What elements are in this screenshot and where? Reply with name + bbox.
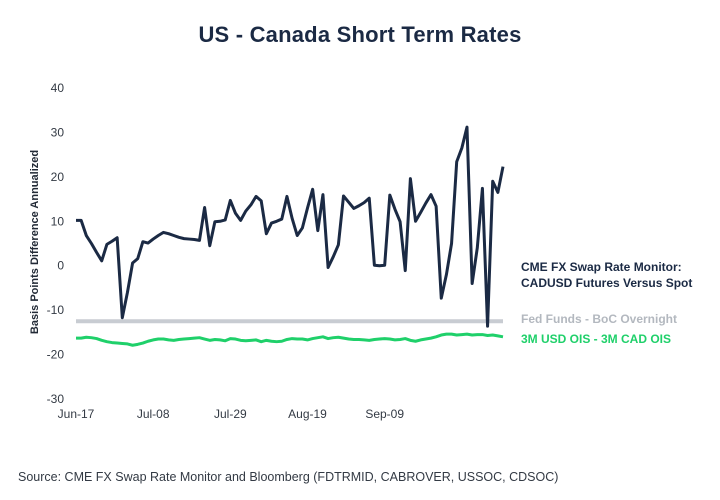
legend: CME FX Swap Rate Monitor: CADUSD Futures …	[521, 260, 692, 346]
y-tick-label: -10	[47, 303, 65, 317]
legend-futures: CME FX Swap Rate Monitor: CADUSD Futures …	[521, 260, 692, 290]
y-tick-label: 0	[57, 259, 64, 273]
y-tick-label: 40	[51, 81, 65, 95]
y-tick-label: 20	[51, 170, 65, 184]
x-tick-label: Jul-08	[137, 407, 170, 421]
y-axis-title: Basis Points Difference Annualized	[29, 150, 41, 334]
legend-ois: 3M USD OIS - 3M CAD OIS	[521, 332, 671, 346]
y-tick-label: 10	[51, 214, 65, 228]
x-tick-label: Jul-29	[214, 407, 247, 421]
x-axis: Jun-17 Jul-08 Jul-29 Aug-19 Sep-09	[58, 407, 405, 421]
x-tick-label: Jun-17	[58, 407, 95, 421]
chart-title: US - Canada Short Term Rates	[198, 22, 522, 47]
y-tick-label: -30	[47, 392, 65, 406]
y-tick-label: -20	[47, 348, 65, 362]
y-axis: 40 30 20 10 0 -10 -20 -30	[47, 81, 65, 406]
source-note: Source: CME FX Swap Rate Monitor and Blo…	[18, 470, 559, 484]
series-layer	[76, 125, 505, 347]
series-line-futures	[76, 125, 505, 328]
x-tick-label: Sep-09	[365, 407, 404, 421]
series-line-ois	[76, 332, 504, 347]
y-tick-label: 30	[51, 125, 65, 139]
legend-fed-boc: Fed Funds - BoC Overnight	[521, 312, 677, 326]
x-tick-label: Aug-19	[288, 407, 327, 421]
